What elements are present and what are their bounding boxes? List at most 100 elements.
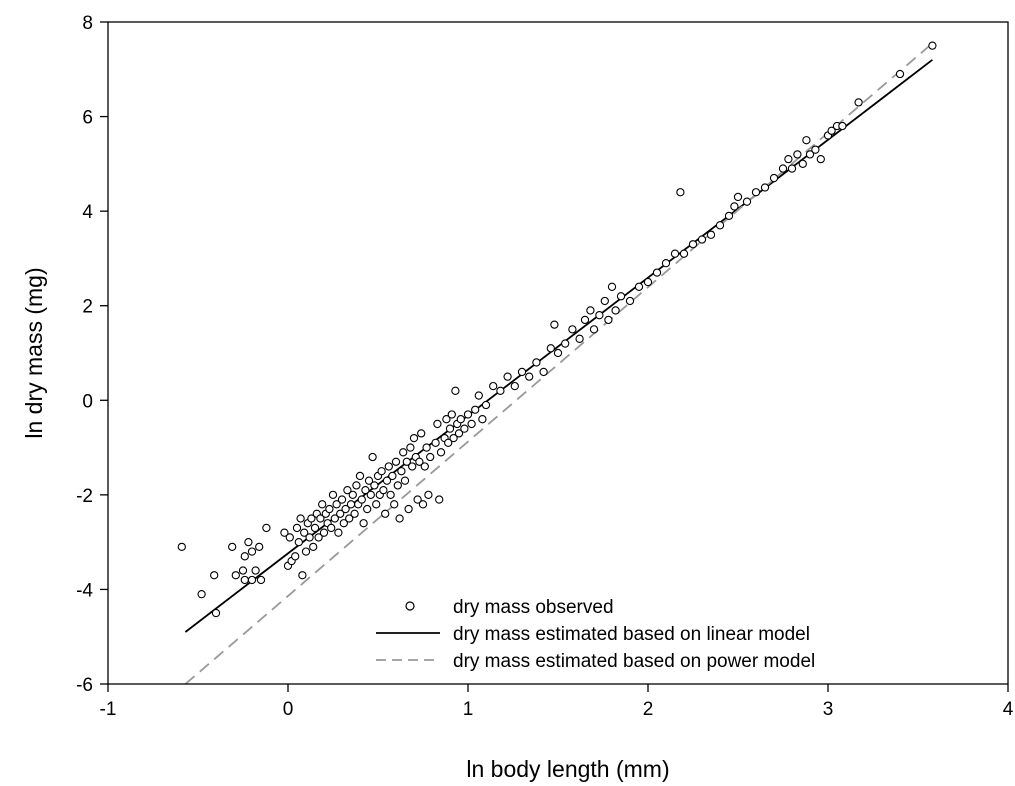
data-point [357,495,366,504]
y-axis-title: ln dry mass (mg) [21,267,47,438]
data-point [760,183,770,192]
data-point [359,519,368,528]
data-point [706,230,716,239]
data-point [328,490,338,500]
data-point [413,495,422,504]
data-point [589,325,599,334]
data-point [420,462,429,471]
data-point [586,306,595,315]
data-point [402,457,411,466]
y-tick-label: 6 [82,108,93,129]
data-point [435,495,444,504]
data-point [442,415,451,424]
data-point [451,386,460,395]
data-point [611,306,620,315]
y-tick-label: -6 [76,675,93,696]
data-point [449,433,458,443]
data-point [436,448,446,457]
data-point [384,462,393,471]
data-point [580,315,590,325]
data-point [793,150,802,159]
data-point [325,504,334,514]
data-point [339,519,348,528]
data-point [424,490,433,500]
data-point [231,571,240,580]
axes: -1 0 1 2 3 4 -6 -4 -2 0 2 4 6 8 [76,13,1014,720]
data-point [228,542,237,552]
data-point [561,339,570,348]
data-point [539,367,548,377]
data-point [467,419,476,429]
data-point [604,315,613,325]
data-point [474,391,483,400]
data-point [377,467,386,476]
data-point [600,296,609,306]
data-point [211,608,221,618]
data-point [478,415,487,424]
legend-label-linear: dry mass estimated based on linear model [453,624,810,645]
x-tick-label: 0 [283,699,294,720]
data-point [454,429,464,438]
data-point [404,504,413,514]
data-point [370,481,379,490]
data-point [390,500,399,509]
data-point [595,311,604,320]
legend-marker-observed [405,601,415,611]
x-tick-label: 4 [1003,699,1014,720]
data-point [670,249,680,258]
x-tick-label: -1 [100,699,117,720]
data-point [255,542,264,552]
data-point [798,159,807,169]
plot-frame [107,21,1009,685]
data-point [318,500,327,509]
data-point [341,504,350,514]
data-point [652,268,662,277]
y-tick-label: 2 [82,297,93,318]
data-point [247,575,257,585]
data-point [393,481,402,490]
data-point [417,429,426,438]
data-point [330,514,339,523]
data-point [244,537,253,547]
data-point [697,235,707,244]
data-point [784,154,793,164]
data-point [625,296,635,306]
data-point [300,528,309,537]
data-point [388,471,397,481]
data-point [568,325,577,334]
data-point [316,514,325,523]
data-point [730,202,739,211]
data-point [177,542,186,552]
y-tick-label: -4 [76,580,93,601]
data-point [517,367,527,377]
data-point [355,471,365,481]
data-point [352,481,361,490]
data-point [399,448,408,457]
data-point [546,344,555,353]
data-point [525,372,534,381]
data-point [409,433,419,443]
data-point [418,500,428,509]
x-axis-title: ln body length (mm) [466,756,669,782]
data-point [496,386,505,395]
data-point [805,150,815,159]
data-point [733,192,743,202]
data-point [787,164,797,173]
data-point [471,405,480,414]
legend-label-power: dry mass estimated based on power model [453,651,815,672]
plot-area [177,41,937,685]
data-point [827,126,836,135]
data-point [386,490,395,500]
data-point [350,509,359,518]
data-point [510,381,519,391]
data-point [368,452,377,462]
data-point [532,358,541,367]
y-tick-label: 4 [82,202,93,223]
data-point [210,571,219,580]
data-point [422,443,431,452]
data-point [433,419,442,429]
data-point [348,490,357,500]
y-tick-label: 8 [82,13,93,34]
data-point [280,528,289,537]
